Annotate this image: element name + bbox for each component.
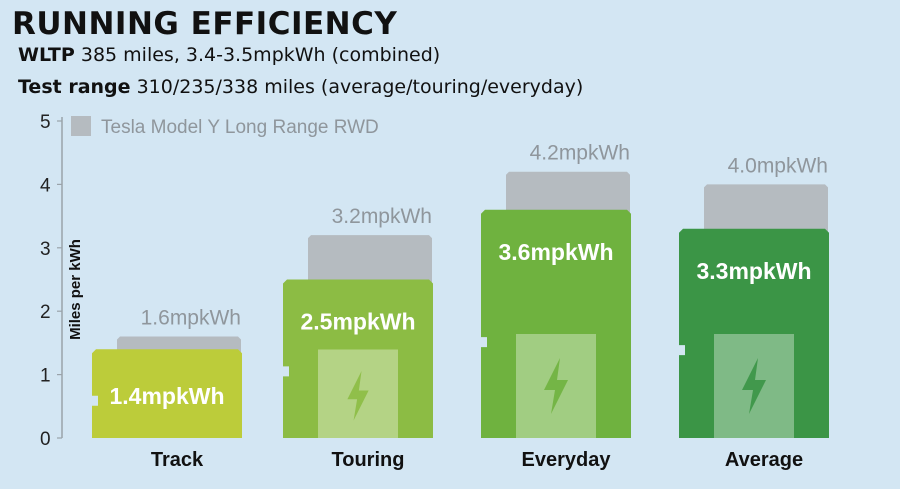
y-axis-label: Miles per kWh xyxy=(67,239,84,340)
comparison-bar-label: 1.6mpkWh xyxy=(141,307,241,330)
wltp-line: WLTP 385 miles, 3.4-3.5mpkWh (combined) xyxy=(18,44,440,66)
efficiency-bar xyxy=(679,228,829,438)
x-category-label: Everyday xyxy=(522,449,612,471)
comparison-bar-label: 3.2mpkWh xyxy=(332,205,432,228)
efficiency-bar xyxy=(283,279,433,438)
lightning-bolt-icon xyxy=(544,358,568,414)
y-tick-label: 2 xyxy=(40,302,51,323)
efficiency-bar-label: 1.4mpkWh xyxy=(109,383,224,409)
legend-label: Tesla Model Y Long Range RWD xyxy=(101,117,379,138)
x-category-label: Touring xyxy=(332,449,405,471)
comparison-bar-label: 4.2mpkWh xyxy=(530,142,630,165)
efficiency-bar-label: 2.5mpkWh xyxy=(300,309,415,335)
test-range-line: Test range 310/235/338 miles (average/to… xyxy=(18,76,583,98)
chart-title: RUNNING EFFICIENCY xyxy=(12,6,398,42)
wltp-value: 385 miles, 3.4-3.5mpkWh (combined) xyxy=(80,44,441,66)
y-tick-label: 5 xyxy=(40,112,51,133)
efficiency-bar xyxy=(92,349,242,438)
y-tick-label: 0 xyxy=(40,429,51,450)
lightning-bolt-icon xyxy=(742,358,766,414)
y-tick-label: 4 xyxy=(40,175,51,196)
lightning-bolt-icon xyxy=(347,370,369,421)
wltp-label: WLTP xyxy=(18,44,75,66)
y-tick-label: 1 xyxy=(40,366,51,387)
legend-swatch xyxy=(71,116,91,136)
x-category-label: Track xyxy=(151,449,204,471)
test-range-label: Test range xyxy=(18,76,131,98)
efficiency-bar-label: 3.6mpkWh xyxy=(498,239,613,265)
x-category-label: Average xyxy=(725,449,803,471)
efficiency-bar-label: 3.3mpkWh xyxy=(696,258,811,284)
test-range-value: 310/235/338 miles (average/touring/every… xyxy=(136,76,584,98)
comparison-bar-label: 4.0mpkWh xyxy=(728,154,828,177)
y-tick-label: 3 xyxy=(40,239,51,260)
efficiency-bar xyxy=(481,209,631,438)
